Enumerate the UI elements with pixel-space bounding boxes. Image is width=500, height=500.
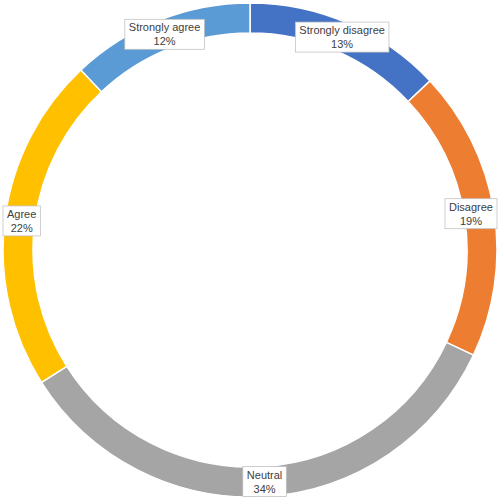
slice [250,3,430,101]
slice [41,342,473,497]
slices [3,3,497,497]
data-label: Agree 22% [3,206,40,236]
data-label: Strongly disagree 13% [295,22,389,52]
label-box [3,206,40,236]
slice [3,70,101,382]
label-value: 12% [154,35,176,47]
label-box [125,19,205,49]
slice [408,81,497,355]
label-value: 19% [460,215,482,227]
chart: Strongly disagree 13% Disagree 19% Neutral 34… [0,0,500,500]
data-label: Strongly agree 12% [125,19,205,49]
label-category: Neutral [247,469,282,481]
label-box [295,22,389,52]
data-label: Disagree 19% [445,199,497,229]
slice [81,3,250,92]
label-value: 34% [254,483,276,495]
label-category: Agree [7,208,36,220]
label-category: Disagree [449,201,493,213]
label-category: Strongly agree [129,21,201,33]
label-box [445,199,497,229]
label-value: 22% [11,222,33,234]
data-label: Neutral 34% [243,467,286,497]
label-category: Strongly disagree [299,24,385,36]
label-value: 13% [331,38,353,50]
label-box [243,467,286,497]
labels: Strongly disagree 13% Disagree 19% Neutral 34… [3,19,497,496]
